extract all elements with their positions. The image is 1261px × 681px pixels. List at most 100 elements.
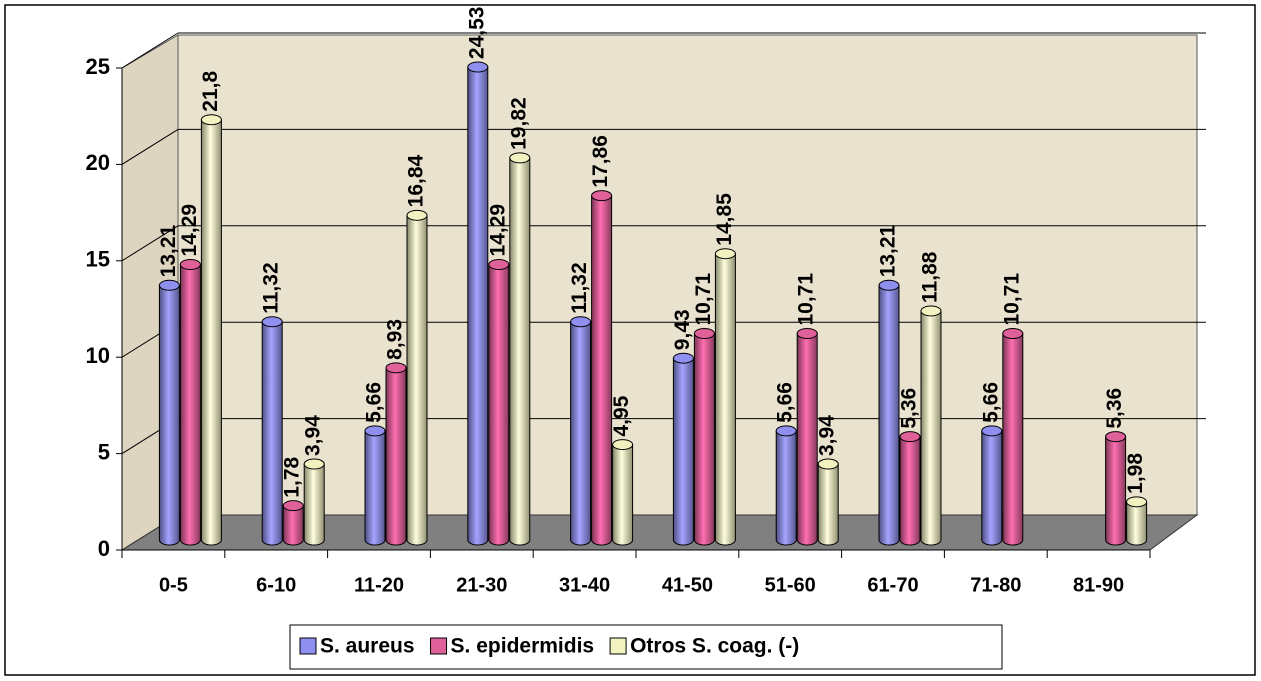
bar-top (796, 328, 818, 340)
bar-top (878, 279, 900, 291)
data-label: 24,53 (465, 6, 488, 59)
bar (920, 310, 942, 546)
bar-top (261, 316, 283, 328)
data-label: 13,21 (157, 224, 180, 277)
data-label: 11,32 (568, 262, 591, 313)
legend-label: Otros S. coag. (-) (630, 635, 799, 658)
bar-top (509, 152, 531, 164)
x-tick-label: 71-80 (970, 574, 1021, 596)
x-tick-label: 51-60 (765, 574, 816, 596)
bar-top (158, 279, 180, 291)
bar (981, 430, 1003, 546)
bar-top (406, 209, 428, 221)
data-label: 1,78 (281, 456, 304, 497)
y-tick-label: 10 (86, 343, 110, 368)
y-tick-label: 25 (86, 54, 110, 79)
bar (693, 333, 715, 546)
bar-top (714, 248, 736, 260)
bar (775, 430, 797, 546)
bar (364, 430, 386, 546)
data-label: 21,8 (199, 71, 222, 112)
bar-top (1002, 328, 1024, 340)
bar (488, 263, 510, 546)
x-tick-label: 81-90 (1073, 574, 1124, 596)
bar (282, 505, 304, 546)
bar-top (612, 439, 634, 451)
data-label: 17,86 (589, 135, 612, 188)
bar-top (570, 316, 592, 328)
data-label: 11,32 (260, 262, 283, 313)
bar (796, 333, 818, 546)
bar-top (981, 425, 1003, 437)
data-label: 10,71 (795, 273, 818, 326)
data-label: 5,36 (1103, 388, 1126, 429)
grid-line (121, 128, 179, 165)
bar-top (591, 190, 613, 202)
data-label: 16,84 (405, 154, 428, 207)
bar-top (303, 458, 325, 470)
data-label: 5,66 (363, 382, 386, 423)
bar-top (775, 425, 797, 437)
bar (612, 444, 634, 546)
x-tick-label: 0-5 (159, 574, 188, 596)
bar-top (282, 500, 304, 512)
bar (878, 284, 900, 546)
grid-line (121, 32, 179, 69)
data-label: 14,29 (486, 204, 509, 257)
bar (179, 263, 201, 546)
bar (406, 214, 428, 546)
bar (467, 66, 489, 546)
data-label: 19,82 (507, 97, 530, 150)
bar (1105, 436, 1127, 546)
x-tick-label: 41-50 (662, 574, 713, 596)
legend-swatch (430, 637, 448, 655)
data-label: 11,88 (919, 251, 942, 303)
bar-top (200, 114, 222, 126)
bar (817, 463, 839, 546)
y-tick-label: 5 (98, 439, 110, 464)
bar (672, 357, 694, 546)
y-tick-label: 20 (86, 150, 110, 175)
bar (714, 253, 736, 546)
legend-swatch (299, 637, 317, 655)
data-label: 5,36 (898, 388, 921, 429)
bar-top (1105, 431, 1127, 443)
legend-label: S. aureus (320, 635, 415, 658)
bar (200, 119, 222, 546)
data-label: 4,95 (610, 395, 633, 436)
bar-top (488, 258, 510, 270)
data-label: 9,43 (671, 309, 694, 350)
legend-box (289, 624, 1003, 670)
bar-top (467, 61, 489, 73)
x-tick-label: 31-40 (559, 574, 610, 596)
data-label: 5,66 (774, 382, 797, 423)
y-tick-label: 0 (98, 536, 110, 561)
bar (261, 321, 283, 546)
data-label: 8,93 (384, 319, 407, 360)
bar (509, 157, 531, 546)
bar (570, 321, 592, 546)
x-tick-label: 6-10 (256, 574, 296, 596)
data-label: 10,71 (1000, 273, 1023, 326)
bar (1126, 501, 1148, 546)
data-label: 14,85 (713, 193, 736, 246)
bar (385, 367, 407, 546)
x-tick-label: 21-30 (456, 574, 507, 596)
data-label: 14,29 (178, 204, 201, 257)
legend-label: S. epidermidis (451, 635, 595, 658)
data-label: 1,98 (1124, 453, 1147, 494)
data-label: 10,71 (692, 273, 715, 326)
bar-top (817, 458, 839, 470)
bar-top (693, 328, 715, 340)
bar-top (899, 431, 921, 443)
bar (591, 195, 613, 546)
bar-top (672, 352, 694, 364)
bar (1002, 333, 1024, 546)
x-tick-label: 61-70 (867, 574, 918, 596)
bar-top (385, 362, 407, 374)
bar-top (920, 305, 942, 317)
data-label: 13,21 (877, 224, 900, 277)
bar (899, 436, 921, 546)
legend-swatch (609, 637, 627, 655)
